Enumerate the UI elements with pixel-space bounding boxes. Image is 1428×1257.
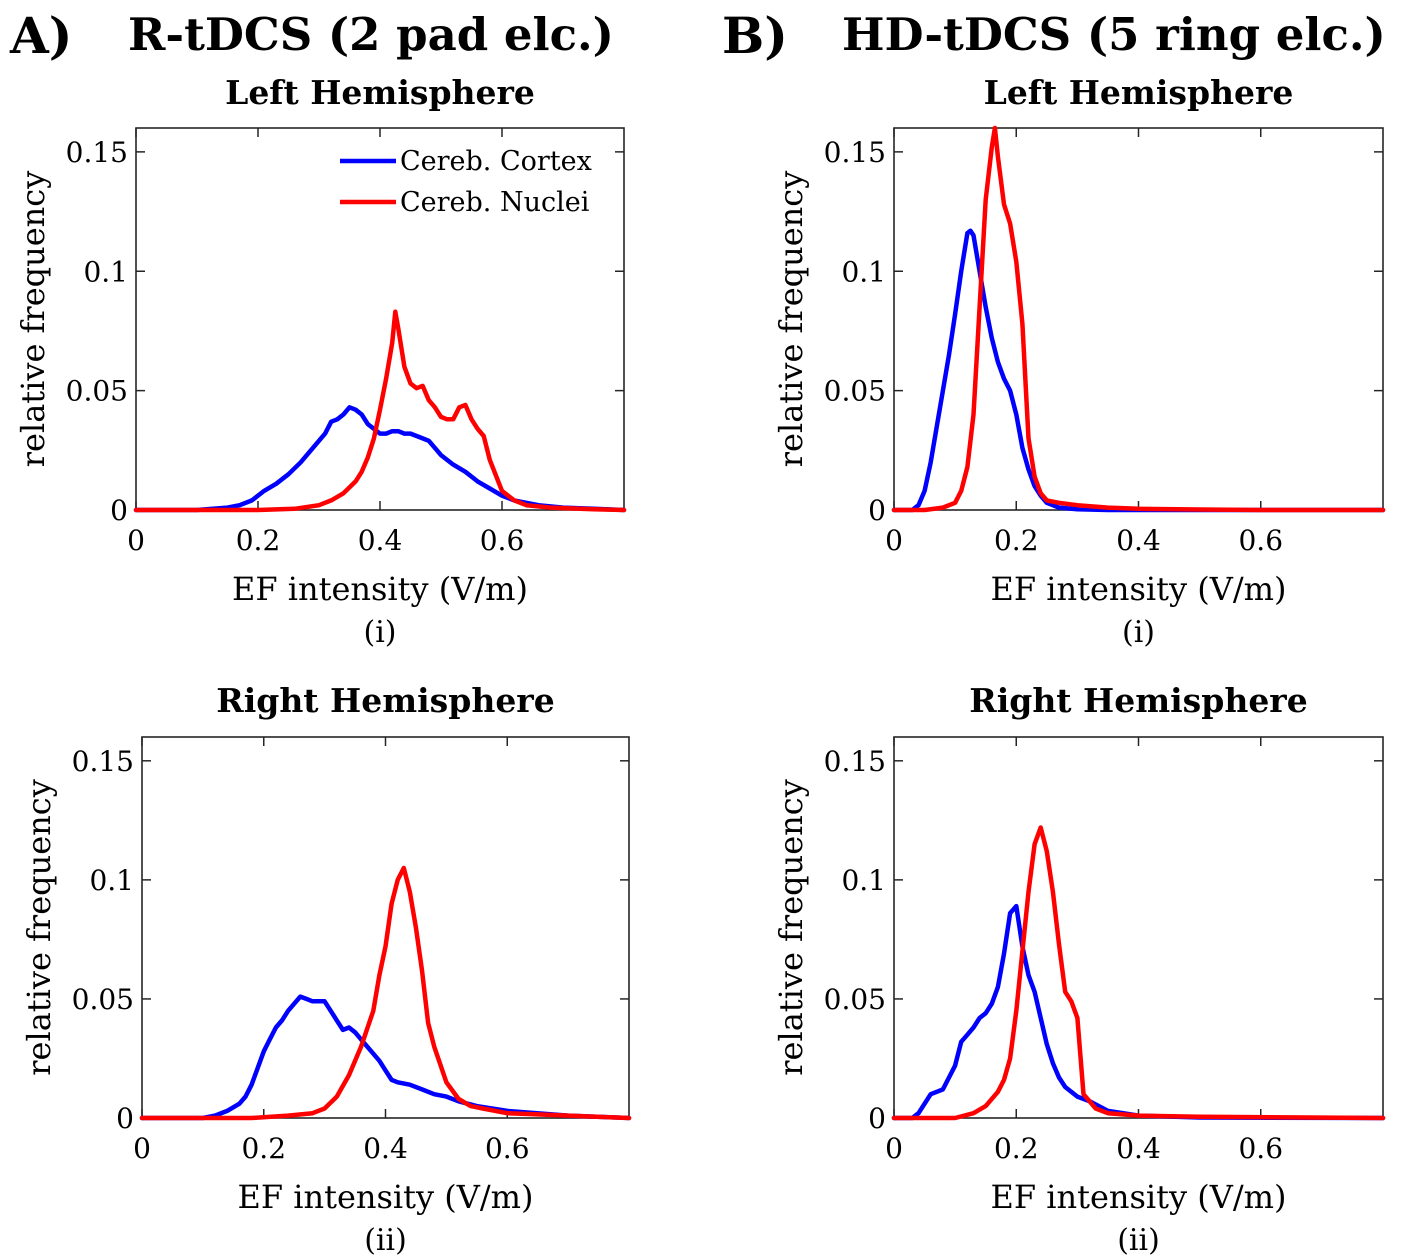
series-line-cereb-cortex <box>891 903 1386 1121</box>
x-tick-label: 0 <box>885 1132 903 1165</box>
y-axis-label: relative frequency <box>20 779 58 1076</box>
series-line-cereb-nuclei <box>891 125 1386 513</box>
y-tick-label: 0.1 <box>841 864 886 897</box>
panel-a-letter: A) <box>10 6 73 65</box>
y-tick-label: 0 <box>868 494 886 527</box>
y-tick-label: 0.05 <box>72 983 134 1016</box>
x-tick-label: 0.4 <box>358 524 403 557</box>
x-tick-label: 0.4 <box>1116 1132 1161 1165</box>
chart-title: Left Hemisphere <box>225 73 535 112</box>
x-tick-label: 0 <box>885 524 903 557</box>
y-tick-label: 0.15 <box>72 745 134 778</box>
y-tick-label: 0 <box>868 1102 886 1135</box>
chart-title: Right Hemisphere <box>969 681 1307 720</box>
panel-b-letter: B) <box>722 6 788 65</box>
y-tick-label: 0.15 <box>66 136 128 169</box>
series-line-cereb-nuclei <box>133 309 627 513</box>
x-tick-label: 0.4 <box>1116 524 1161 557</box>
y-tick-label: 0 <box>110 494 128 527</box>
y-tick-label: 0.15 <box>824 136 886 169</box>
y-tick-label: 0.05 <box>66 375 128 408</box>
series-line-cereb-nuclei <box>139 865 632 1121</box>
plot-frame <box>893 736 1384 1119</box>
chart-title: Right Hemisphere <box>216 681 554 720</box>
series-line-cereb-cortex <box>133 405 627 513</box>
panel-a-title: R-tDCS (2 pad elc.) <box>128 8 614 61</box>
series-line-cereb-nuclei <box>891 825 1386 1121</box>
legend-entry: Cereb. Cortex <box>400 146 592 177</box>
chart-title: Left Hemisphere <box>984 73 1294 112</box>
y-tick-label: 0.05 <box>824 375 886 408</box>
y-axis-label: relative frequency <box>772 779 810 1076</box>
x-tick-label: 0 <box>127 524 145 557</box>
plot-frame <box>141 736 630 1119</box>
y-tick-label: 0.1 <box>89 864 134 897</box>
x-tick-label: 0.6 <box>1238 524 1283 557</box>
y-tick-label: 0.1 <box>83 255 128 288</box>
y-tick-label: 0.15 <box>824 745 886 778</box>
y-tick-label: 0 <box>116 1102 134 1135</box>
subplot-label: (ii) <box>364 1223 407 1257</box>
x-axis-label: EF intensity (V/m) <box>238 1178 534 1216</box>
x-tick-label: 0.6 <box>1238 1132 1283 1165</box>
x-tick-label: 0 <box>133 1132 151 1165</box>
x-axis-label: EF intensity (V/m) <box>232 570 528 608</box>
x-tick-label: 0.2 <box>994 524 1039 557</box>
x-tick-label: 0.2 <box>994 1132 1039 1165</box>
x-axis-label: EF intensity (V/m) <box>991 1178 1287 1216</box>
series-line-cereb-cortex <box>139 994 632 1121</box>
x-tick-label: 0.6 <box>485 1132 530 1165</box>
y-tick-label: 0.05 <box>824 983 886 1016</box>
panel-b-title: HD-tDCS (5 ring elc.) <box>842 8 1386 61</box>
subplot-label: (ii) <box>1117 1223 1160 1257</box>
x-tick-label: 0.2 <box>236 524 281 557</box>
legend-entry: Cereb. Nuclei <box>400 187 590 218</box>
x-axis-label: EF intensity (V/m) <box>991 570 1287 608</box>
y-axis-label: relative frequency <box>14 171 52 468</box>
subplot-label: (i) <box>363 615 396 650</box>
y-tick-label: 0.1 <box>841 255 886 288</box>
x-tick-label: 0.6 <box>480 524 525 557</box>
y-axis-label: relative frequency <box>772 171 810 468</box>
x-tick-label: 0.4 <box>363 1132 408 1165</box>
x-tick-label: 0.2 <box>241 1132 286 1165</box>
subplot-label: (i) <box>1122 615 1155 650</box>
plot-frame <box>135 127 625 511</box>
